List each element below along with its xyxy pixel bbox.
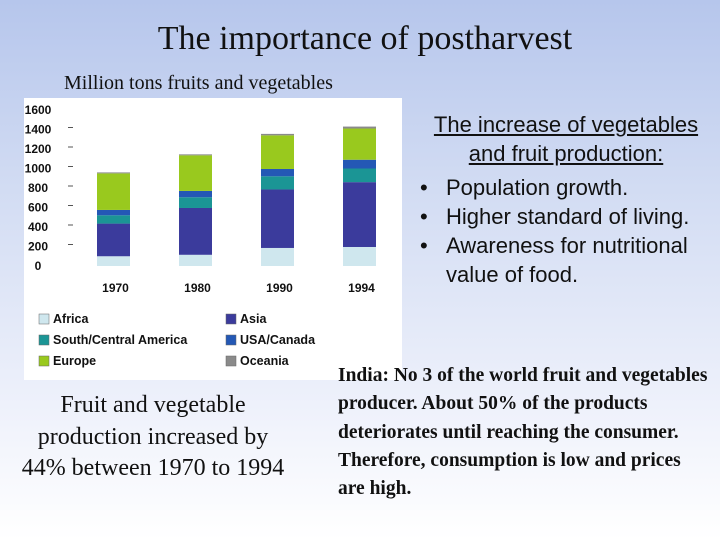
legend-label: Oceania xyxy=(240,354,290,368)
legend-label: USA/Canada xyxy=(240,333,316,347)
growth-note: Fruit and vegetable production increased… xyxy=(21,392,285,482)
india-note: India: No 3 of the world fruit and veget… xyxy=(338,365,708,500)
y-tick-label: 400 xyxy=(28,220,48,234)
y-tick-label: 800 xyxy=(28,181,48,195)
slide-title: The importance of postharvest xyxy=(157,20,573,57)
legend-swatch xyxy=(225,355,237,367)
bar-segment-africa xyxy=(179,254,212,266)
y-tick-label: 1200 xyxy=(25,142,52,156)
reasons-heading: The increase of vegetables and fruit pro… xyxy=(433,112,699,167)
legend-swatch xyxy=(38,355,50,367)
chart-svg: 0 200 400 600 800 1000 1200 1400 1600 1970 1980 199… xyxy=(25,103,376,368)
bar-segment-usa-canada xyxy=(343,159,376,169)
y-tick-label: 1000 xyxy=(25,162,52,176)
reasons-panel: The increase of vegetables and fruit pro… xyxy=(416,110,716,290)
bar-segment-europe xyxy=(261,135,294,169)
chart-subtitle: Million tons fruits and vegetables xyxy=(64,72,333,94)
bar-segment-usa-canada xyxy=(97,209,130,216)
reason-item: • Higher standard of living. xyxy=(416,202,716,231)
reason-text: Population growth. xyxy=(446,174,629,200)
reason-item: • Population growth. xyxy=(416,173,716,202)
bar-segment-usa-canada xyxy=(179,190,212,198)
bar-segment-asia xyxy=(97,223,130,257)
bar-segment-south-central-america xyxy=(261,176,294,190)
bar-segment-asia xyxy=(179,207,212,255)
bar-segment-asia xyxy=(261,189,294,248)
bar-segment-europe xyxy=(179,155,212,191)
bar-segment-south-central-america xyxy=(343,168,376,183)
stacked-bar-chart: 0 200 400 600 800 1000 1200 1400 1600 1970 1980 199… xyxy=(24,98,402,380)
y-tick-label: 1400 xyxy=(25,123,52,137)
reason-item: • Awareness for nutritional value of food… xyxy=(416,231,716,290)
legend-label: Asia xyxy=(240,312,267,326)
bar-segment-africa xyxy=(261,247,294,266)
bar-segment-europe xyxy=(343,128,376,160)
y-tick-label: 600 xyxy=(28,201,48,215)
x-tick-label: 1994 xyxy=(348,281,375,295)
x-tick-label: 1970 xyxy=(102,281,129,295)
bullet-icon: • xyxy=(420,174,428,200)
bar-segment-south-central-america xyxy=(97,215,130,224)
reasons-list: • Population growth. • Higher standard of … xyxy=(416,173,716,290)
legend-swatch xyxy=(225,313,237,325)
bullet-icon: • xyxy=(420,203,428,229)
x-tick-label: 1980 xyxy=(184,281,211,295)
legend-label: Africa xyxy=(53,312,89,326)
x-tick-label: 1990 xyxy=(266,281,293,295)
legend-swatch xyxy=(38,334,50,346)
bar-segment-south-central-america xyxy=(179,197,212,208)
bar-segment-asia xyxy=(343,182,376,247)
legend-label: South/Central America xyxy=(53,333,188,347)
y-tick-label: 200 xyxy=(28,240,48,254)
y-tick-label: 1600 xyxy=(25,103,52,117)
legend-swatch xyxy=(225,334,237,346)
bar-segment-oceania xyxy=(179,154,212,156)
reason-text: Higher standard of living. xyxy=(446,203,690,229)
bar-segment-oceania xyxy=(97,172,130,174)
bar-segment-africa xyxy=(97,256,130,266)
bar-segment-oceania xyxy=(343,126,376,129)
bullet-icon: • xyxy=(420,233,428,258)
bar-segment-europe xyxy=(97,173,130,210)
y-tick-label: 0 xyxy=(35,259,42,273)
bar-segment-oceania xyxy=(261,133,294,136)
reason-text: Awareness for nutritional value of food. xyxy=(446,233,688,288)
bar-segment-usa-canada xyxy=(261,168,294,177)
legend-label: Europe xyxy=(53,354,96,368)
bar-segment-africa xyxy=(343,246,376,266)
legend-swatch xyxy=(38,313,50,325)
